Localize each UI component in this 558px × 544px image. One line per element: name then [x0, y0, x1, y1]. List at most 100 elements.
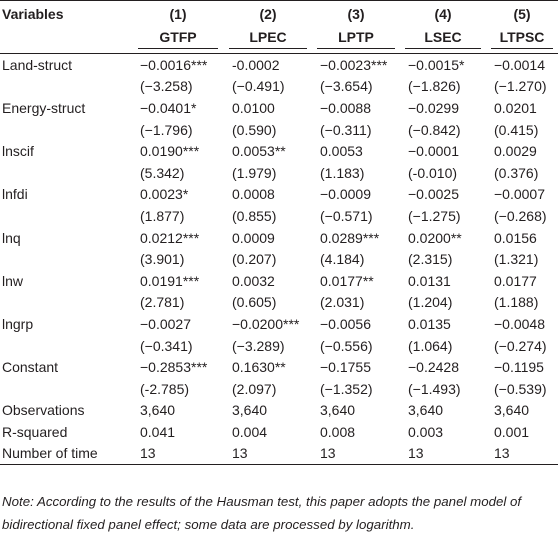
model-cell: LPTP [312, 26, 400, 54]
coef-cell: 0.1630** [232, 359, 286, 376]
t-row: (5.342) (1.979) (1.183) (-0.010) (0.376) [0, 162, 558, 184]
stat-cell: 3,640 [408, 402, 444, 419]
variable-label: lnfdi [2, 186, 28, 203]
coef-cell: 0.0177 [494, 272, 537, 289]
stat-row: R-squared 0.041 0.004 0.008 0.003 0.001 [0, 421, 558, 443]
table-note: Note: According to the results of the Ha… [2, 494, 522, 532]
t-cell: (0.376) [494, 164, 539, 181]
t-cell: (−0.341) [140, 337, 193, 354]
coef-cell: 0.0008 [232, 186, 275, 203]
coef-row: lnfdi 0.0023* 0.0008 −0.0009 −0.0025 −0.0007 [0, 184, 558, 206]
t-cell: (0.207) [232, 251, 277, 268]
coef-cell: 0.0212*** [140, 229, 200, 246]
coef-cell: −0.0016*** [140, 56, 208, 73]
t-cell: (1.064) [408, 337, 453, 354]
model-name: LSEC [405, 29, 481, 49]
coef-cell: 0.0135 [408, 315, 451, 332]
coef-cell: 0.0029 [494, 143, 537, 160]
t-cell: (−1.826) [408, 78, 461, 95]
t-cell: (-0.010) [408, 164, 458, 181]
coef-cell: 0.0177** [320, 272, 374, 289]
stat-cell: 0.008 [320, 423, 356, 440]
t-cell: (−1.493) [408, 380, 461, 397]
header-cell: (1) [132, 0, 224, 26]
coef-cell: −0.0048 [494, 315, 545, 332]
blank-cell [0, 162, 132, 184]
t-cell: (−3.654) [320, 78, 373, 95]
t-row: (-2.785) (2.097) (−1.352) (−1.493) (−0.539) [0, 378, 558, 400]
model-name: LTPSC [490, 29, 554, 49]
t-cell: (−0.842) [408, 121, 461, 138]
coef-row: Constant −0.2853*** 0.1630** −0.1755 −0.2428… [0, 356, 558, 378]
t-cell: (1.183) [320, 164, 365, 181]
variable-label: Land-struct [2, 56, 73, 73]
model-cell: GTFP [132, 26, 224, 54]
stat-row: Observations 3,640 3,640 3,640 3,640 3,640 [0, 400, 558, 422]
t-cell: (1.979) [232, 164, 277, 181]
stat-cell: 13 [486, 442, 558, 466]
model-cell: LTPSC [486, 26, 558, 54]
t-cell: (−0.556) [320, 337, 373, 354]
t-cell: (1.321) [494, 251, 539, 268]
coef-cell: −0.1195 [494, 359, 544, 376]
coef-cell: 0.0201 [494, 99, 537, 116]
coef-cell: 0.0156 [494, 229, 537, 246]
coef-cell: −0.0027 [140, 315, 191, 332]
coef-cell: −0.0025 [408, 186, 459, 203]
t-row: (−1.796) (0.590) (−0.311) (−0.842) (0.415) [0, 119, 558, 141]
blank-cell [0, 335, 132, 357]
coef-cell: 0.0100 [232, 99, 275, 116]
model-name: LPEC [229, 29, 307, 49]
t-cell: (−1.796) [140, 121, 193, 138]
blank-cell [0, 119, 132, 141]
regression-table: Variables (1) (2) (3) (4) (5) GTFP LPEC LPTP LSEC… [0, 0, 558, 466]
coef-cell: 0.0289*** [320, 229, 380, 246]
model-cell: LPEC [224, 26, 312, 54]
t-cell: (−1.270) [494, 78, 547, 95]
model-name: GTFP [137, 29, 219, 49]
table-body: Land-struct −0.0016*** -0.0002 −0.0023*** −0… [0, 54, 558, 466]
t-row: (−0.341) (−3.289) (−0.556) (1.064) (−0.274) [0, 335, 558, 357]
coef-cell: −0.0015* [408, 56, 465, 73]
coef-cell: −0.0299 [408, 99, 459, 116]
stat-cell: 13 [224, 442, 312, 466]
t-cell: (0.605) [232, 294, 277, 311]
header-cell: Variables [0, 0, 132, 26]
blank-cell [0, 76, 132, 98]
stat-cell: 13 [312, 442, 400, 466]
variable-label: Energy-struct [2, 99, 86, 116]
t-cell: (0.415) [494, 121, 539, 138]
t-cell: (1.877) [140, 207, 185, 224]
coef-cell: −0.2853*** [140, 359, 208, 376]
coef-cell: 0.0053** [232, 143, 286, 160]
t-cell: (4.184) [320, 251, 365, 268]
stat-cell: 3,640 [494, 402, 530, 419]
blank-cell [0, 248, 132, 270]
variable-label: Constant [2, 359, 59, 376]
t-cell: (−0.539) [494, 380, 547, 397]
header-cell: (5) [486, 0, 558, 26]
header-cell: (3) [312, 0, 400, 26]
coef-cell: 0.0131 [408, 272, 451, 289]
t-cell: (2.315) [408, 251, 453, 268]
t-cell: (−0.571) [320, 207, 373, 224]
t-cell: (3.901) [140, 251, 185, 268]
coef-cell: −0.0007 [494, 186, 545, 203]
header-cell: (4) [400, 0, 486, 26]
t-row: (1.877) (0.855) (−0.571) (−1.275) (−0.268) [0, 205, 558, 227]
coef-cell: −0.0014 [494, 56, 545, 73]
stat-label: R-squared [2, 423, 68, 440]
t-cell: (−3.258) [140, 78, 193, 95]
coef-cell: −0.0023*** [320, 56, 388, 73]
coef-cell: -0.0002 [232, 56, 280, 73]
coef-cell: −0.2428 [408, 359, 459, 376]
variable-label: lnq [2, 229, 21, 246]
coef-cell: −0.0056 [320, 315, 371, 332]
coef-cell: 0.0023* [140, 186, 189, 203]
coef-row: lngrp −0.0027 −0.0200*** −0.0056 0.0135 −0.00… [0, 313, 558, 335]
t-cell: (−0.274) [494, 337, 547, 354]
stat-cell: 13 [132, 442, 224, 466]
coef-cell: −0.0401* [140, 99, 197, 116]
model-row: GTFP LPEC LPTP LSEC LTPSC [0, 26, 558, 54]
